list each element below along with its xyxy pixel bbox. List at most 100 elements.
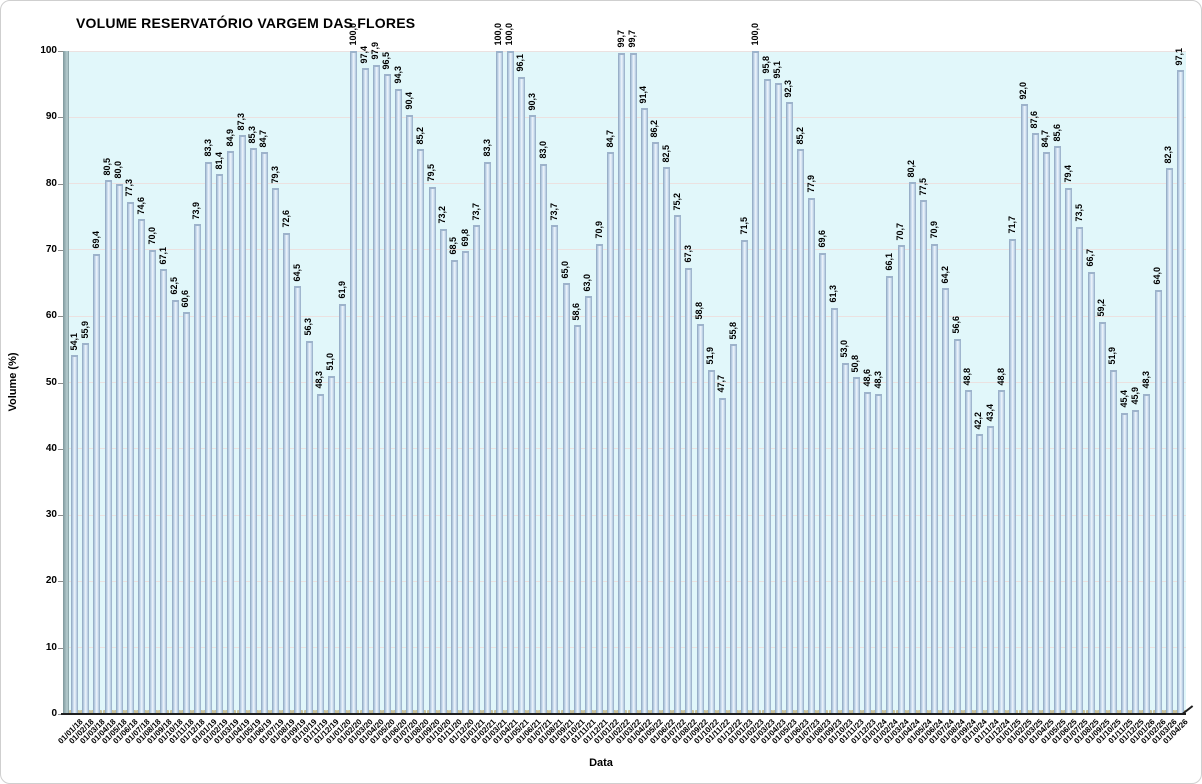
- bar: [238, 135, 246, 714]
- bar: [93, 253, 101, 714]
- bar-value-label: 84,7: [258, 129, 269, 148]
- bar-value-label: 70,9: [928, 221, 939, 239]
- bar: [305, 340, 313, 714]
- bar: [1109, 369, 1117, 714]
- bar-value-label: 56,3: [303, 318, 314, 336]
- bar-value-label: 64,5: [291, 263, 302, 282]
- bar-value-label: 73,7: [470, 202, 481, 221]
- bar: [584, 296, 592, 714]
- y-axis-tick: [58, 515, 63, 517]
- bar-value-label: 72,6: [280, 210, 291, 228]
- bar-value-label: 90,4: [403, 92, 414, 110]
- bar-value-label: 77,5: [917, 177, 928, 196]
- bar-value-label: 87,3: [236, 112, 247, 131]
- bar: [629, 52, 637, 714]
- bar-value-label: 60,6: [180, 289, 191, 308]
- bar-value-label: 99,7: [615, 30, 626, 48]
- bar: [875, 393, 883, 714]
- bar: [484, 161, 492, 714]
- bar-value-label: 73,5: [1073, 204, 1084, 222]
- bar-value-label: 50,8: [850, 354, 861, 373]
- bar-value-label: 77,3: [124, 178, 135, 197]
- bar: [428, 186, 436, 714]
- bar: [529, 115, 537, 714]
- y-axis-tick: [58, 51, 63, 52]
- bar-value-label: 48,3: [314, 371, 325, 389]
- bar: [82, 343, 90, 714]
- bar: [104, 180, 112, 714]
- bar: [283, 232, 291, 714]
- bar-value-label: 86,2: [649, 119, 660, 138]
- bar-value-label: 48,8: [995, 367, 1006, 386]
- bar-value-label: 96,5: [381, 51, 392, 70]
- bar-value-label: 95,1: [772, 60, 783, 79]
- y-axis-tick: [58, 316, 63, 318]
- bar: [327, 375, 335, 714]
- gridline: [63, 50, 1186, 52]
- bar-value-label: 70,7: [895, 222, 906, 241]
- bar: [953, 338, 961, 714]
- bar: [841, 362, 849, 714]
- y-tick-label: 30: [45, 509, 57, 521]
- y-tick-label: 20: [45, 575, 57, 587]
- bar-value-label: 74,6: [135, 196, 146, 215]
- bar: [1042, 152, 1050, 714]
- bar: [797, 149, 805, 714]
- bar: [1031, 133, 1039, 714]
- bar-value-label: 97,4: [359, 45, 369, 64]
- bar-value-label: 79,5: [426, 164, 437, 182]
- bar-value-label: 61,9: [336, 281, 347, 299]
- bar: [138, 219, 146, 714]
- bar: [339, 303, 347, 714]
- bar-value-label: 80,5: [102, 157, 113, 176]
- bar-value-label: 64,0: [1152, 267, 1163, 285]
- y-axis-tick: [58, 448, 63, 450]
- bar-value-label: 70,9: [593, 221, 604, 239]
- x-axis-title: Data: [589, 757, 613, 769]
- bar: [931, 243, 939, 714]
- bar-value-label: 51,9: [1107, 347, 1118, 365]
- y-tick-label: 80: [45, 177, 57, 189]
- bar: [964, 390, 972, 714]
- bar: [517, 76, 525, 714]
- bar: [1143, 393, 1151, 714]
- bar: [1176, 70, 1184, 714]
- bar-value-label: 82,3: [1163, 145, 1174, 164]
- bar: [350, 51, 358, 714]
- bar: [897, 245, 905, 714]
- bar: [1098, 321, 1106, 714]
- bar: [741, 239, 749, 714]
- bar: [663, 167, 671, 714]
- bar: [1121, 412, 1129, 714]
- bar: [193, 224, 201, 714]
- bar-value-label: 100,0: [493, 23, 504, 46]
- bar-value-label: 97,9: [370, 42, 381, 60]
- bar: [763, 78, 771, 714]
- bar: [1154, 289, 1162, 714]
- bar: [975, 434, 983, 714]
- bar: [908, 182, 916, 714]
- bar: [316, 393, 324, 714]
- bar-value-label: 71,7: [1006, 216, 1017, 234]
- bar-value-label: 43,4: [984, 403, 995, 422]
- bar: [752, 51, 760, 714]
- bar: [640, 108, 648, 714]
- bar-value-label: 99,7: [627, 30, 638, 48]
- bar: [126, 201, 134, 714]
- y-tick-label: 70: [45, 243, 57, 255]
- bar: [573, 325, 581, 714]
- bar-value-label: 55,9: [79, 320, 90, 339]
- y-axis-tick: [58, 714, 63, 715]
- bar-value-label: 84,7: [1040, 129, 1051, 148]
- bar: [450, 259, 458, 714]
- bar-value-label: 85,2: [794, 126, 805, 145]
- bar: [260, 152, 268, 714]
- bar-value-label: 100,0: [504, 23, 515, 46]
- bar-value-label: 100,0: [749, 23, 760, 46]
- bar: [294, 286, 302, 714]
- bar: [383, 74, 391, 714]
- bar-value-label: 73,9: [191, 201, 202, 220]
- bar-value-label: 42,2: [973, 411, 984, 430]
- bar: [618, 52, 626, 714]
- bar: [998, 390, 1006, 714]
